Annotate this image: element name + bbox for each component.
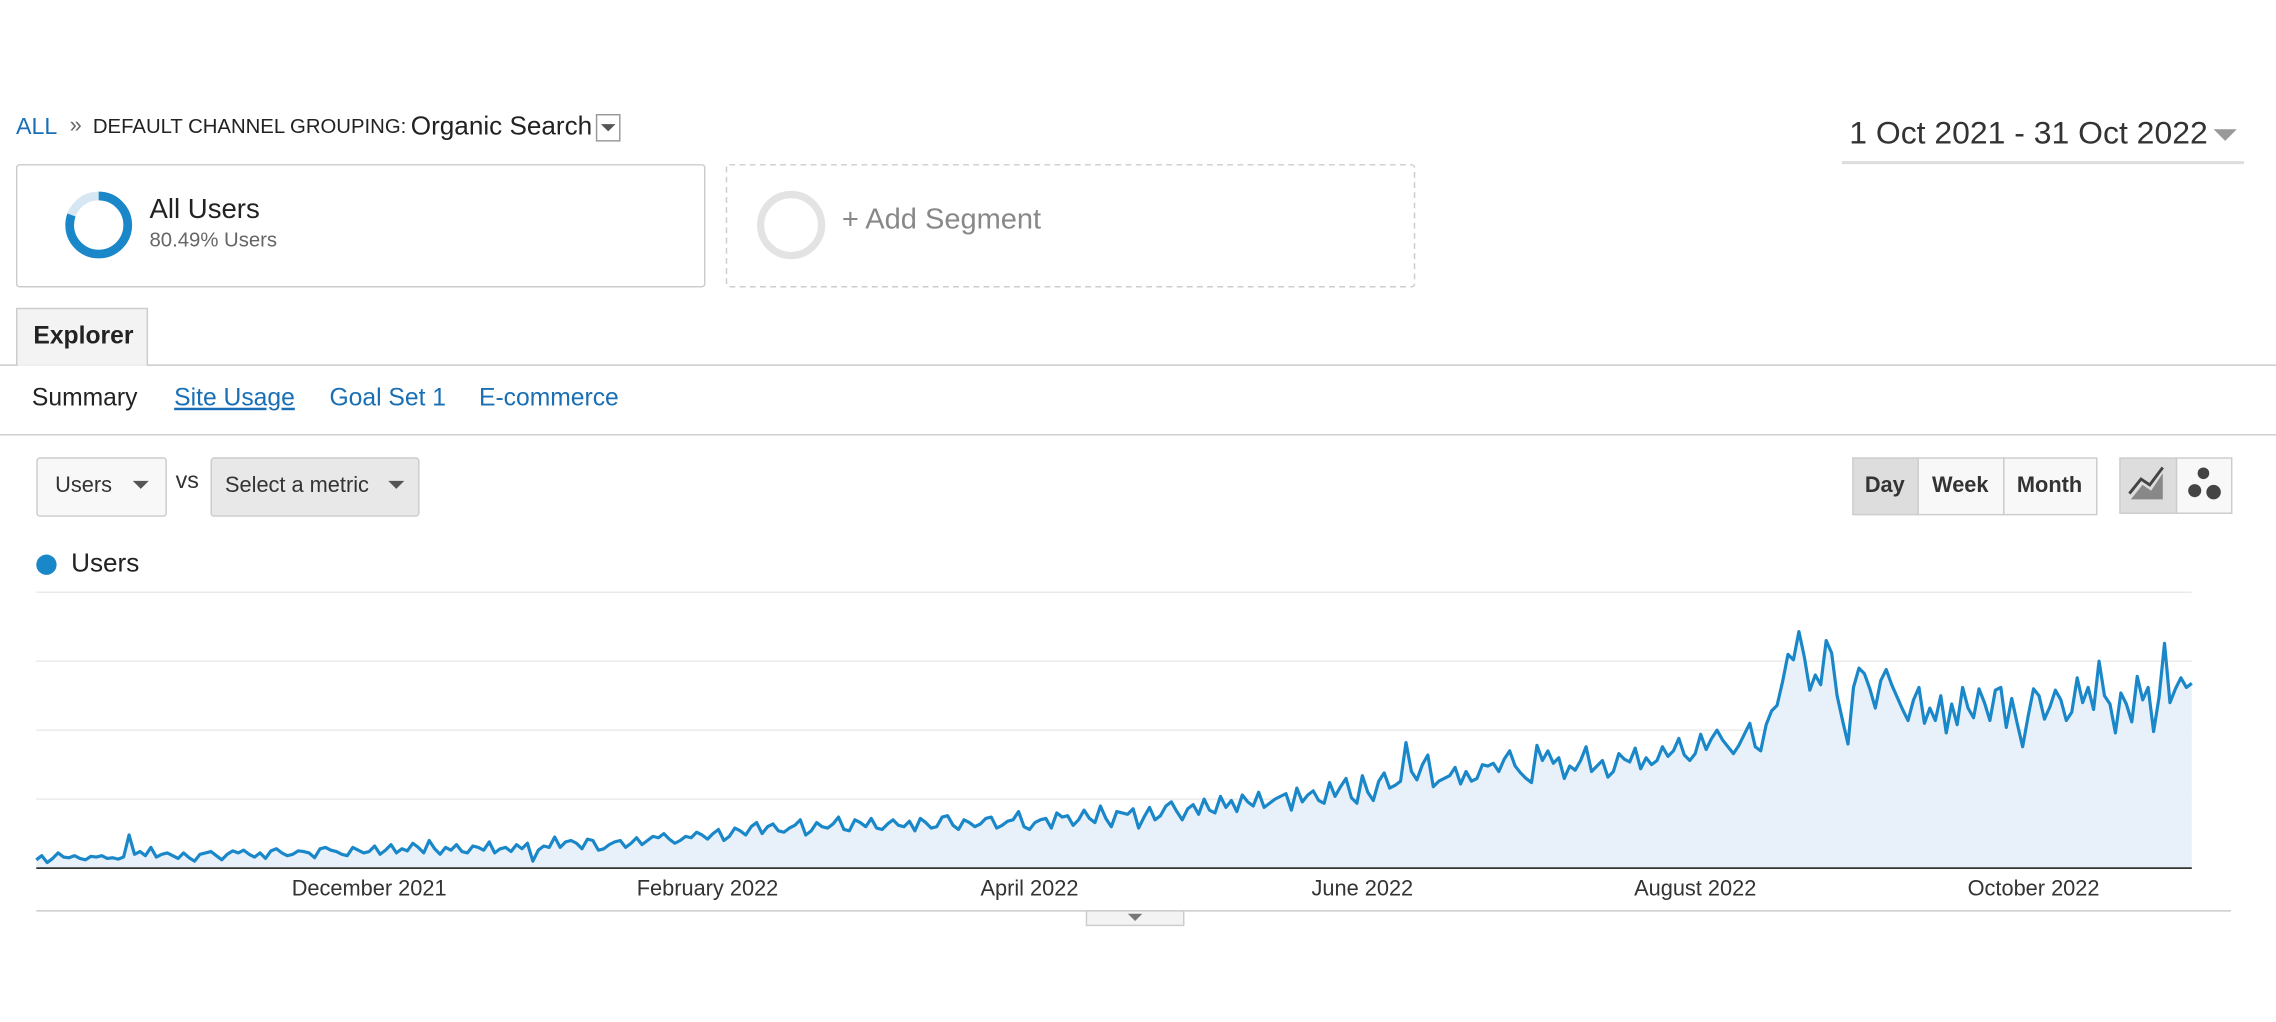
- x-tick-label: February 2022: [637, 876, 779, 901]
- metric-arrow: [132, 480, 149, 489]
- granularity-button[interactable]: [1917, 457, 2005, 516]
- motion-chart-button[interactable]: [2175, 457, 2233, 514]
- area: [36, 631, 2192, 869]
- add-segment-label[interactable]: + Add Segment: [842, 203, 1041, 235]
- metric-dropdown[interactable]: [36, 457, 167, 517]
- legend-marker: [36, 554, 57, 575]
- expand-arrow: [1127, 913, 1143, 922]
- subtab[interactable]: Goal Set 1: [329, 385, 446, 412]
- subtab[interactable]: E-commerce: [479, 385, 619, 412]
- motion-chart-icon: [2206, 484, 2221, 500]
- breadcrumb-separator: »: [70, 112, 82, 137]
- x-tick-label: August 2022: [1634, 876, 1756, 901]
- date-range-arrow: [2213, 129, 2237, 141]
- dimension-label: DEFAULT CHANNEL GROUPING:: [93, 116, 406, 138]
- granularity-label[interactable]: Week: [1932, 472, 1989, 497]
- compare-arrow: [388, 480, 405, 489]
- breadcrumb-link[interactable]: ALL: [16, 113, 57, 139]
- dimension-value: Organic Search: [411, 111, 592, 141]
- add-segment-circle: [756, 190, 826, 260]
- metric-label: Users: [55, 472, 112, 497]
- granularity-label[interactable]: Day: [1865, 472, 1905, 497]
- tab-label[interactable]: Explorer: [33, 322, 133, 349]
- line-chart-icon-line: [2128, 466, 2164, 495]
- granularity-button[interactable]: [2003, 457, 2098, 516]
- dropdown-arrow: [600, 124, 616, 132]
- motion-chart-icon: [2188, 484, 2202, 498]
- granularity-label[interactable]: Month: [2017, 472, 2082, 497]
- date-range[interactable]: 1 Oct 2021 - 31 Oct 2022: [1849, 114, 2207, 150]
- line: [35, 629, 2193, 865]
- x-tick-label: April 2022: [980, 876, 1078, 901]
- tab[interactable]: [15, 307, 149, 366]
- segment-card[interactable]: [15, 164, 706, 288]
- subtab[interactable]: Site Usage: [174, 385, 295, 412]
- segment-name: All Users: [150, 193, 260, 224]
- compare-dropdown[interactable]: [210, 457, 420, 517]
- compare-label: Select a metric: [225, 472, 369, 497]
- segment-percent: 80.49% Users: [150, 229, 278, 251]
- x-tick-label: December 2021: [292, 876, 447, 901]
- legend-label: Users: [71, 548, 139, 578]
- motion-chart-icon: [2197, 467, 2210, 480]
- vs-label: vs: [176, 467, 199, 493]
- granularity-button[interactable]: [1852, 457, 1919, 516]
- segment-donut: [65, 191, 133, 259]
- x-tick-label: June 2022: [1312, 876, 1414, 901]
- line-chart-icon: [2130, 473, 2163, 500]
- x-tick-label: October 2022: [1968, 876, 2100, 901]
- add-segment-card[interactable]: [725, 164, 1416, 288]
- subtab: Summary: [32, 385, 138, 412]
